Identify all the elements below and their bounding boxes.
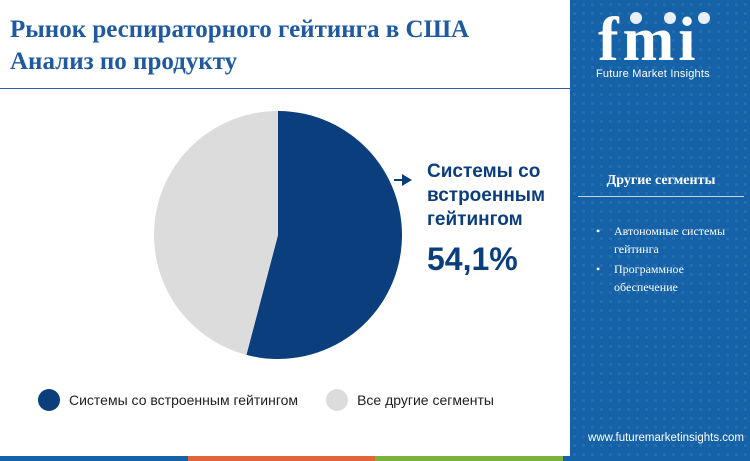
- pie-slice-integrated: [246, 110, 403, 359]
- chart-legend: Системы со встроенным гейтингом Все друг…: [38, 389, 522, 411]
- bottom-bar-segment: [562, 456, 750, 461]
- sidebar: fmi Future Market Insights Другие сегмен…: [570, 0, 750, 461]
- callout-label: Системы со встроенным гейтингом: [427, 161, 546, 230]
- legend-item-integrated: Системы со встроенным гейтингом: [38, 389, 298, 411]
- other-segments-list: Автономные системы гейтинга Программное …: [592, 222, 742, 298]
- pie-slice-others: [154, 111, 278, 355]
- callout-value: 54,1%: [427, 241, 518, 277]
- legend-label-integrated: Системы со встроенным гейтингом: [69, 392, 299, 408]
- main-panel: Рынок респираторного гейтинга в США Анал…: [0, 14, 570, 411]
- legend-swatch-integrated: [38, 389, 60, 411]
- title-line-1: Рынок респираторного гейтинга в США: [10, 16, 470, 43]
- chart-title: Рынок респираторного гейтинга в США Анал…: [10, 14, 560, 78]
- list-item: Автономные системы гейтинга: [592, 222, 742, 258]
- logo-subtitle: Future Market Insights: [596, 68, 710, 80]
- logo-text: fmi: [598, 10, 700, 68]
- title-line-2: Анализ по продукту: [10, 48, 238, 75]
- bottom-color-bar: [0, 456, 750, 461]
- title-divider: [0, 88, 570, 89]
- fmi-logo: fmi: [598, 10, 710, 68]
- other-segments-title: Другие сегменты: [578, 167, 744, 197]
- website-url[interactable]: www.futuremarketinsights.com: [588, 432, 744, 444]
- legend-swatch-others: [326, 389, 349, 411]
- bottom-bar-segment: [0, 456, 188, 461]
- legend-label-others: Все другие сегменты: [357, 392, 494, 408]
- legend-item-others: Все другие сегменты: [326, 389, 494, 411]
- list-item: Программное обеспечение: [592, 260, 742, 296]
- pie-chart: [154, 110, 412, 359]
- bottom-bar-segment: [375, 456, 563, 461]
- bottom-bar-segment: [187, 456, 375, 461]
- callout-arrow-head: [402, 174, 412, 186]
